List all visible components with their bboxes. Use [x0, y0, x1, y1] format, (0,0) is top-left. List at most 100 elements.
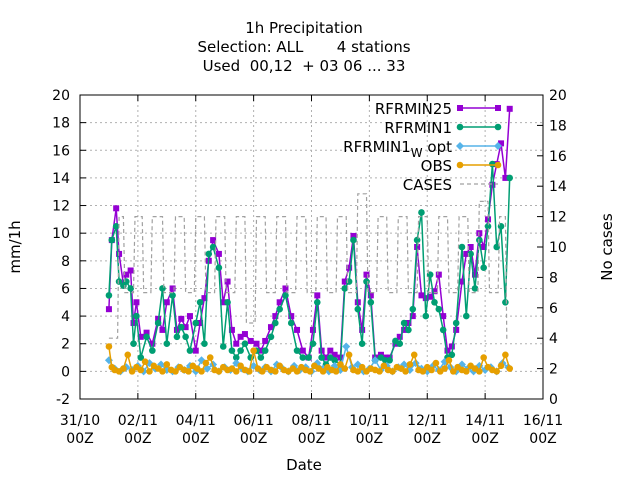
data-point	[105, 292, 113, 299]
data-point	[163, 361, 171, 368]
data-point	[123, 271, 130, 278]
data-point	[435, 305, 443, 313]
data-point	[112, 222, 120, 230]
data-point	[182, 324, 189, 331]
data-point	[341, 278, 348, 285]
chart-title: 1h Precipitation Selection: ALL 4 statio…	[197, 19, 410, 75]
data-point	[203, 364, 212, 373]
data-point	[219, 343, 227, 350]
data-point	[133, 312, 140, 320]
data-point	[220, 299, 227, 306]
x-tick-label-hour: 00Z	[529, 431, 556, 447]
data-point	[422, 312, 430, 320]
data-point	[367, 292, 374, 299]
data-point	[127, 267, 134, 274]
data-point	[484, 222, 492, 230]
data-point	[502, 298, 509, 306]
legend-marker	[495, 105, 501, 111]
data-point	[476, 236, 483, 244]
data-point	[467, 244, 474, 250]
data-point	[432, 359, 440, 367]
y-tick-label: 2	[61, 337, 70, 353]
data-point	[201, 340, 208, 348]
data-point	[272, 368, 279, 375]
y2-tick-label: 4	[549, 331, 558, 347]
data-point	[452, 319, 460, 327]
data-point	[440, 313, 447, 320]
data-point	[228, 326, 235, 333]
data-point	[124, 351, 132, 359]
data-point	[463, 368, 470, 375]
data-point	[371, 356, 380, 365]
data-point	[185, 368, 192, 375]
data-point	[493, 368, 501, 375]
data-point	[137, 333, 144, 340]
data-point	[169, 292, 176, 299]
y2-tick-label: 20	[549, 88, 567, 104]
data-point	[159, 368, 166, 375]
data-point	[448, 343, 455, 350]
data-point	[169, 285, 176, 292]
x-tick-label-date: 04/11	[176, 413, 216, 429]
data-point	[143, 333, 150, 341]
data-point	[419, 368, 427, 375]
y-tick-label: 12	[52, 199, 70, 215]
legend-label: RFRMIN25	[375, 100, 452, 118]
data-point	[120, 365, 127, 372]
data-point	[206, 354, 214, 361]
data-point	[178, 315, 185, 322]
legend-marker	[494, 161, 502, 169]
y2-tick-label: 18	[549, 118, 567, 134]
data-point	[149, 340, 156, 347]
data-point	[332, 368, 340, 375]
data-point	[257, 347, 264, 354]
data-point	[367, 298, 375, 306]
data-point	[137, 354, 145, 361]
x-tick-label-date: 16/11	[523, 413, 563, 429]
data-point	[224, 278, 231, 285]
data-point	[115, 278, 123, 285]
data-point	[471, 271, 478, 278]
data-point	[380, 362, 388, 370]
y-tick-label: 6	[61, 281, 70, 297]
data-point	[358, 363, 366, 371]
x-tick-label-date: 10/11	[349, 413, 389, 429]
data-point	[410, 351, 418, 359]
data-point	[233, 340, 240, 347]
data-point	[502, 351, 509, 359]
data-point	[428, 366, 435, 374]
series-line	[108, 164, 511, 366]
data-point	[272, 313, 279, 320]
data-point	[448, 351, 456, 359]
data-point	[439, 326, 447, 334]
data-point	[358, 340, 366, 348]
data-point	[127, 285, 134, 292]
data-point	[282, 285, 289, 292]
y2-tick-label: 6	[549, 301, 558, 317]
data-point	[276, 362, 283, 370]
data-point	[363, 271, 370, 278]
data-point	[406, 361, 414, 368]
data-point	[146, 368, 153, 375]
legend-marker	[456, 142, 464, 150]
x-tick-label-date: 14/11	[465, 413, 505, 429]
data-point	[186, 347, 194, 354]
y-tick-label: 8	[61, 254, 70, 270]
data-point	[247, 337, 254, 344]
data-point	[458, 243, 466, 251]
data-point	[497, 222, 505, 230]
data-point	[173, 333, 181, 341]
data-point	[237, 347, 244, 354]
data-point	[209, 243, 217, 251]
data-point	[177, 323, 185, 331]
x-tick-label-date: 08/11	[291, 413, 331, 429]
data-point	[215, 368, 223, 375]
title-line-3: Used 00,12 + 03 06 ... 33	[203, 57, 406, 75]
data-point	[232, 354, 240, 361]
data-point	[386, 357, 393, 364]
data-point	[288, 313, 295, 320]
y2-tick-label: 2	[549, 362, 558, 378]
data-point	[143, 329, 150, 336]
data-point	[493, 243, 501, 251]
